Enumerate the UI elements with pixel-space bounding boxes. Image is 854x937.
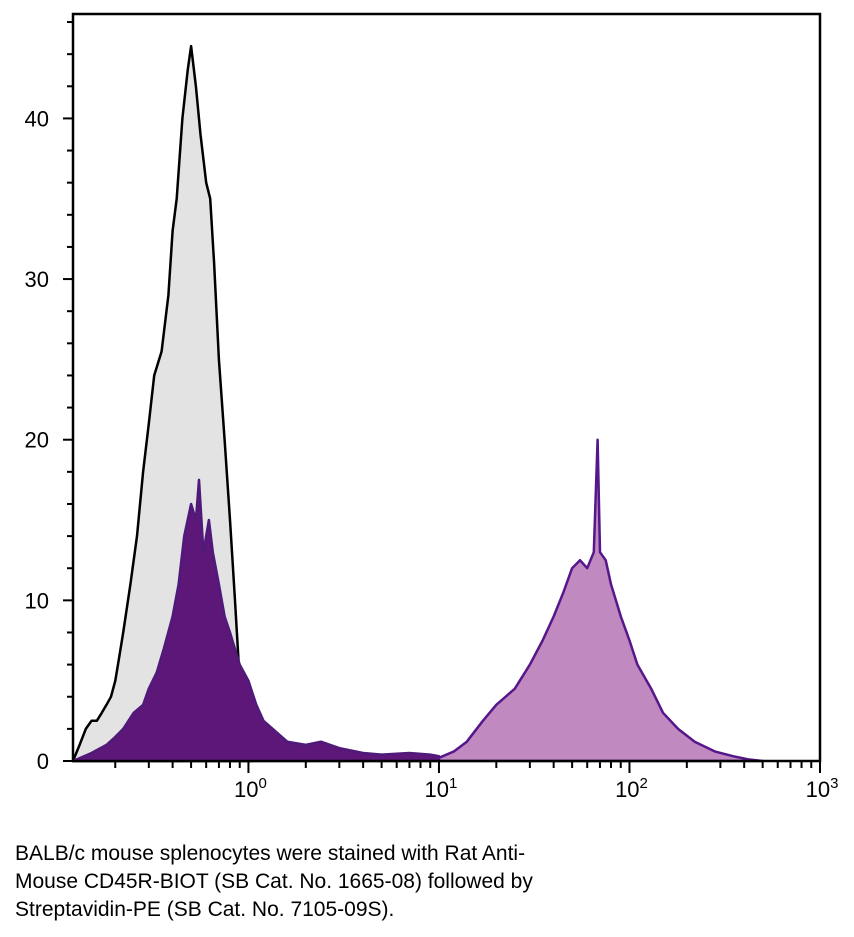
x-tick-label: 103 bbox=[806, 775, 839, 802]
caption-line-2: Mouse CD45R-BIOT (SB Cat. No. 1665-08) f… bbox=[15, 870, 533, 893]
y-tick-label: 10 bbox=[25, 588, 49, 613]
figure-caption: BALB/c mouse splenocytes were stained wi… bbox=[15, 840, 835, 924]
x-tick-label: 100 bbox=[234, 775, 267, 802]
caption-line-3: Streptavidin-PE (SB Cat. No. 7105-09S). bbox=[15, 898, 395, 921]
y-tick-label: 40 bbox=[25, 106, 49, 131]
y-tick-label: 30 bbox=[25, 267, 49, 292]
caption-line-1: BALB/c mouse splenocytes were stained wi… bbox=[15, 842, 526, 865]
x-tick-label: 101 bbox=[425, 775, 458, 802]
y-tick-label: 0 bbox=[37, 749, 49, 774]
series-2-area bbox=[71, 478, 441, 763]
series-layer bbox=[71, 44, 764, 763]
y-tick-label: 20 bbox=[25, 428, 49, 453]
y-axis: 0 10 20 30 40 bbox=[25, 21, 73, 774]
series-3-area bbox=[437, 438, 764, 763]
histogram-chart: 0 10 20 30 40 100 101 102 103 bbox=[25, 12, 839, 802]
plot-frame bbox=[71, 12, 822, 763]
x-axis: 100 101 102 103 bbox=[114, 761, 839, 802]
x-tick-label: 102 bbox=[615, 775, 648, 802]
